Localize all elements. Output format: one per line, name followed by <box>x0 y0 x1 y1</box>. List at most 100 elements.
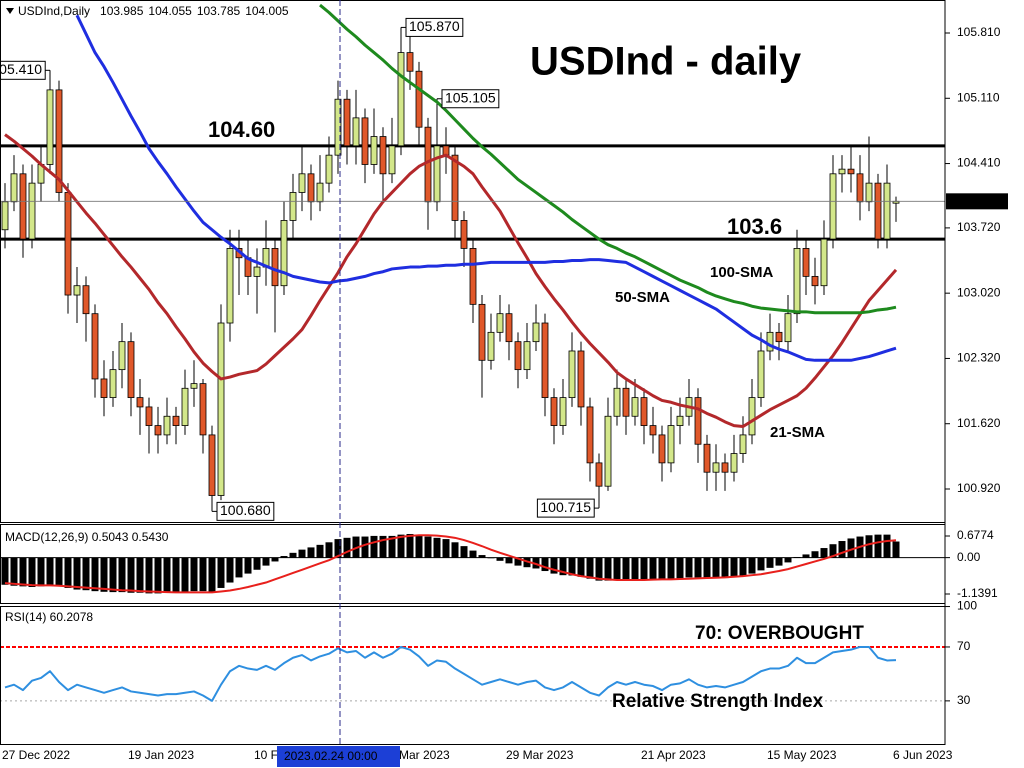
candle-body <box>658 434 666 464</box>
candle-body <box>604 415 612 487</box>
candle-body <box>145 406 153 426</box>
y-tick-label: 0.00 <box>957 550 981 564</box>
macd-bar <box>631 557 639 580</box>
callout-label: 100.680 <box>220 502 271 518</box>
candle-body <box>208 434 216 496</box>
candle-body <box>487 331 495 361</box>
header-low: 103.785 <box>197 4 241 18</box>
candle-body <box>64 192 72 296</box>
macd-bar <box>91 557 99 592</box>
macd-bar <box>172 557 180 593</box>
macd-bar <box>694 557 702 578</box>
candle-body <box>811 275 819 287</box>
candle-body <box>91 313 99 380</box>
candle-body <box>199 383 207 436</box>
candle-body <box>154 425 162 436</box>
macd-bar <box>721 557 729 579</box>
candle-body <box>496 313 504 333</box>
callout-label: 100.715 <box>540 499 591 515</box>
candle-body <box>703 443 711 473</box>
macd-bar <box>136 557 144 593</box>
macd-bar <box>307 547 315 558</box>
candle-body <box>163 415 171 436</box>
candle-body <box>595 462 603 487</box>
candle-body <box>739 434 747 454</box>
macd-bar <box>487 557 495 559</box>
y-tick-label: 100.920 <box>957 481 1001 495</box>
macd-bar <box>46 557 54 585</box>
candle-body <box>793 248 801 315</box>
y-tick-label: 105.810 <box>957 25 1001 39</box>
candle-body <box>271 248 279 287</box>
candle-body <box>181 387 189 426</box>
header-icon <box>6 8 14 14</box>
macd-bar <box>118 557 126 593</box>
candle-body <box>388 145 396 175</box>
macd-bar <box>289 552 297 558</box>
y-tick-label: 102.320 <box>957 351 1001 365</box>
candle-body <box>550 397 558 426</box>
candle-body <box>829 173 837 240</box>
level-label: 103.6 <box>727 214 782 239</box>
macd-bar <box>892 541 900 558</box>
macd-bar <box>838 541 846 558</box>
x-tick-label: 21 Apr 2023 <box>641 748 706 762</box>
candle-body <box>136 397 144 408</box>
candle-body <box>694 397 702 445</box>
candle-body <box>10 173 18 203</box>
candle-body <box>307 173 315 203</box>
header-close: 104.005 <box>245 4 289 18</box>
candle-body <box>379 136 387 175</box>
macd-bar <box>379 535 387 558</box>
candle-body <box>865 182 873 203</box>
macd-bar <box>55 557 63 586</box>
candle-body <box>532 322 540 343</box>
y-tick-label: 105.110 <box>957 90 1000 104</box>
header-symbol: USDInd,Daily <box>18 4 90 18</box>
y-tick-label: 0.6774 <box>957 528 994 542</box>
candle-body <box>298 173 306 193</box>
crosshair-label: 2023.02.24 00:00 <box>284 749 378 763</box>
sma-label: 100-SMA <box>710 264 774 281</box>
macd-bar <box>163 557 171 593</box>
candle-body <box>289 192 297 221</box>
candle-body <box>649 425 657 436</box>
level-label: 104.60 <box>208 117 275 142</box>
chart-title: USDInd - daily <box>530 40 802 84</box>
candle-body <box>820 238 828 287</box>
y-tick-label: 103.020 <box>957 285 1001 299</box>
candle-body <box>883 182 891 240</box>
macd-bar <box>514 557 522 566</box>
last-price-box <box>946 193 1008 210</box>
candle-body <box>424 126 432 203</box>
rsi-line <box>4 645 897 702</box>
macd-bar <box>730 557 738 578</box>
candle-body <box>577 350 585 408</box>
macd-bar <box>451 542 459 558</box>
x-tick-label: 29 Mar 2023 <box>506 748 574 762</box>
macd-bar <box>154 557 162 594</box>
candle-body <box>640 397 648 426</box>
y-tick-label: 30 <box>957 693 971 707</box>
macd-bar <box>568 557 576 576</box>
macd-bar <box>559 557 567 576</box>
y-tick-label: 101.620 <box>957 416 1001 430</box>
candle-body <box>451 154 459 221</box>
macd-bar <box>802 554 810 558</box>
candle-body <box>172 415 180 426</box>
y-tick-label: 100 <box>957 599 977 613</box>
sma-label: 21-SMA <box>770 424 825 441</box>
candle-body <box>514 341 522 371</box>
crosshair-box <box>277 746 400 767</box>
macd-bar <box>226 557 234 583</box>
candle-body <box>361 117 369 165</box>
macd-bar <box>370 535 378 558</box>
candle-body <box>622 387 630 417</box>
candle-body <box>631 397 639 417</box>
macd-bar <box>316 544 324 558</box>
macd-bar <box>649 557 657 580</box>
macd-bar <box>10 557 18 586</box>
candle-body <box>28 182 36 240</box>
macd-bar <box>253 557 261 570</box>
